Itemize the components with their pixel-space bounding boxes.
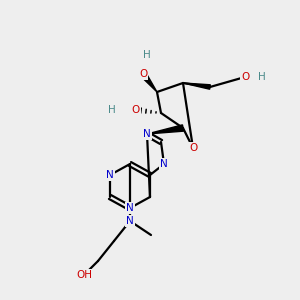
Text: N: N [160,159,168,169]
Text: O: O [189,143,197,153]
Polygon shape [183,83,210,89]
Text: N: N [143,129,151,139]
Text: N: N [126,203,134,213]
Text: N: N [106,170,114,180]
Text: H: H [258,72,266,82]
Polygon shape [140,72,157,92]
Text: O: O [132,105,140,115]
Text: O: O [241,72,249,82]
Polygon shape [147,125,184,134]
Text: O: O [139,69,147,79]
Text: N: N [126,216,134,226]
Text: H: H [143,50,151,60]
Text: OH: OH [76,270,92,280]
Text: H: H [108,105,116,115]
